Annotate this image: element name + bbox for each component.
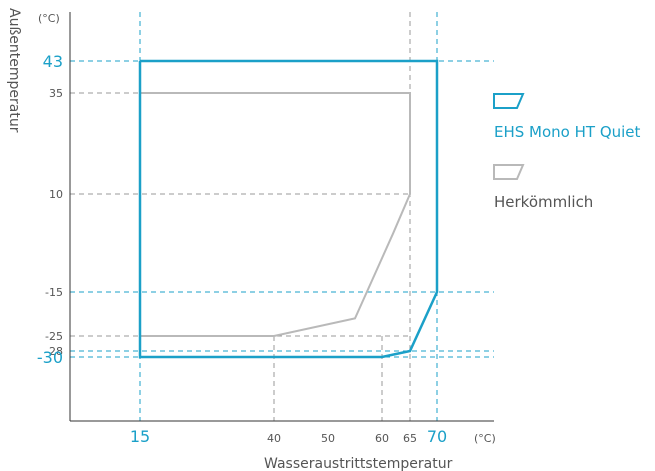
- y-tick-label: 43: [43, 52, 63, 71]
- y-unit-label: (°C): [38, 12, 60, 25]
- legend-swatch-herkoemmlich: [493, 164, 525, 180]
- x-tick-labels: 15 40 50 60 65 70: [130, 427, 447, 446]
- x-tick-label: 40: [267, 432, 281, 445]
- legend: EHS Mono HT Quiet Herkömmlich: [493, 93, 641, 211]
- axes: [69, 12, 494, 422]
- y-axis-title: Außentemperatur: [6, 8, 22, 133]
- series-lines: [138, 59, 439, 359]
- y-tick-label: -15: [45, 286, 63, 299]
- y-tick-label: 10: [49, 188, 63, 201]
- series-ehs-mono-ht-quiet: [138, 59, 439, 359]
- x-axis-title: Wasseraustrittstemperatur: [264, 456, 453, 471]
- x-tick-label: 60: [375, 432, 389, 445]
- y-tick-labels: 43 35 10 -15 -25 -28-30: [37, 52, 63, 367]
- y-tick-label: -28: [45, 345, 63, 358]
- legend-label-herkoemmlich: Herkömmlich: [494, 193, 593, 211]
- x-tick-label: 50: [321, 432, 335, 445]
- y-tick-label: -25: [45, 330, 63, 343]
- x-unit-label: (°C): [474, 432, 496, 445]
- y-tick-label: 35: [49, 87, 63, 100]
- guide-lines: [70, 12, 494, 421]
- x-tick-label: 65: [403, 432, 417, 445]
- x-tick-label: 15: [130, 427, 150, 446]
- legend-swatch-ehs: [493, 93, 525, 109]
- y-tick-label: -30: [37, 348, 63, 367]
- series-herkoemmlich: [139, 92, 411, 337]
- x-tick-label: 70: [427, 427, 447, 446]
- legend-label-ehs: EHS Mono HT Quiet: [494, 123, 641, 141]
